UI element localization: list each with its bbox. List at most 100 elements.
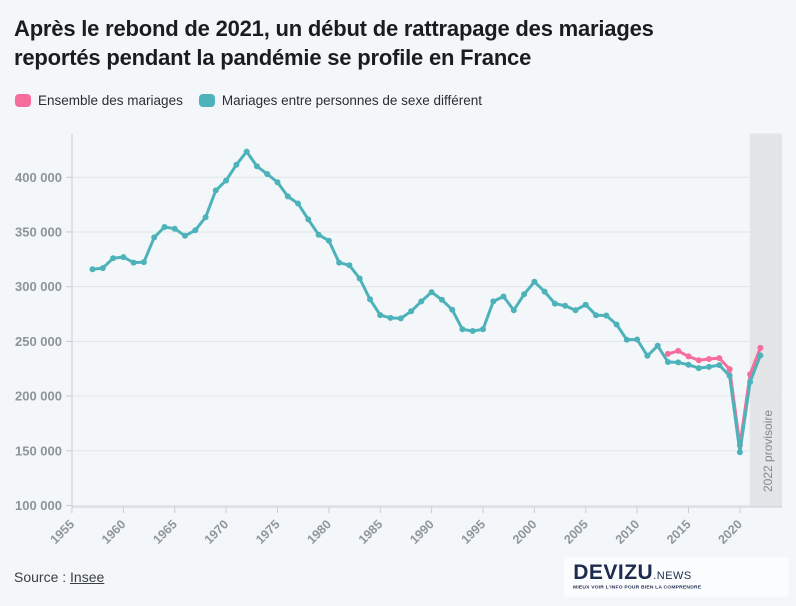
data-point	[325, 237, 332, 244]
data-point	[130, 259, 137, 266]
data-point	[685, 353, 692, 360]
data-point	[120, 254, 127, 261]
provisional-band	[749, 133, 782, 507]
data-point	[747, 378, 754, 385]
data-point	[418, 298, 425, 305]
data-point	[726, 372, 733, 379]
data-point	[613, 321, 620, 328]
data-point	[695, 357, 702, 364]
x-axis-tick-label: 1985	[356, 517, 386, 547]
y-axis-tick-label: 400 000	[15, 170, 62, 185]
data-point	[675, 359, 682, 366]
legend-label-ensemble: Ensemble des mariages	[38, 93, 183, 108]
data-point	[223, 177, 230, 184]
source-prefix: Source :	[14, 569, 71, 585]
data-point	[664, 359, 671, 365]
x-axis-tick-label: 1995	[459, 517, 489, 547]
x-axis-tick-label: 2000	[510, 517, 540, 547]
logo-tagline: MIEUX VOIR L'INFO POUR BIEN LA COMPRENDR…	[573, 584, 702, 590]
data-point	[695, 365, 702, 372]
source-link-insee[interactable]: Insee	[70, 569, 105, 585]
data-point	[428, 289, 435, 296]
data-point	[480, 326, 486, 333]
title-line-2: reportés pendant la pandémie se profile …	[14, 45, 532, 71]
data-point	[716, 355, 723, 362]
legend-swatch-teal-icon	[198, 94, 215, 107]
data-point	[367, 296, 373, 303]
data-point	[99, 265, 106, 272]
data-point	[634, 336, 641, 343]
data-point	[572, 307, 579, 314]
x-axis-tick-label: 1960	[99, 517, 129, 547]
chart-legend: Ensemble des mariages Mariages entre per…	[15, 93, 482, 108]
y-axis-tick-label: 150 000	[15, 443, 62, 458]
x-axis-tick-label: 2015	[664, 517, 694, 547]
data-point	[387, 314, 394, 321]
data-point	[377, 312, 384, 319]
devizu-logo[interactable]: DEVIZU .NEWS MIEUX VOIR L'INFO POUR BIEN…	[564, 557, 789, 597]
data-point	[89, 266, 96, 273]
data-point	[356, 275, 363, 282]
data-point	[243, 148, 250, 155]
y-axis-tick-label: 100 000	[15, 498, 62, 513]
data-point	[305, 216, 312, 223]
data-point	[336, 259, 343, 266]
data-point	[706, 356, 712, 362]
data-point	[192, 227, 199, 234]
x-axis-tick-label: 2005	[561, 517, 591, 547]
data-point	[654, 342, 661, 349]
data-point	[603, 312, 610, 319]
page-title: Après le rebond de 2021, un début de rat…	[14, 14, 784, 72]
data-point	[500, 293, 507, 300]
data-point	[675, 347, 682, 354]
data-point	[212, 187, 219, 194]
y-axis-tick-label: 350 000	[15, 224, 62, 239]
source-note: Source : Insee	[14, 569, 104, 585]
x-axis-tick-label: 1970	[202, 517, 232, 547]
y-axis-tick-label: 300 000	[15, 279, 62, 294]
data-point	[140, 259, 147, 266]
data-point	[531, 278, 538, 285]
data-point	[284, 193, 291, 200]
data-point	[151, 234, 158, 241]
data-point	[593, 312, 599, 319]
data-point	[469, 328, 476, 334]
data-point	[706, 363, 712, 370]
gridlines	[72, 176, 782, 506]
chart-line	[91, 150, 762, 454]
x-axis-tick-label: 1980	[304, 517, 334, 547]
data-point	[757, 352, 764, 359]
data-point	[408, 308, 415, 315]
data-point	[449, 306, 456, 313]
data-point	[264, 171, 271, 177]
data-point	[562, 302, 569, 309]
data-point	[685, 361, 692, 368]
data-point	[541, 288, 548, 295]
data-point	[315, 231, 322, 238]
title-line-1: Après le rebond de 2021, un début de rat…	[14, 16, 654, 41]
x-axis-tick-label: 1955	[48, 517, 78, 547]
data-point	[726, 366, 733, 373]
legend-label-sexe-different: Mariages entre personnes de sexe différe…	[221, 93, 482, 108]
data-point	[397, 315, 404, 322]
data-point	[438, 296, 445, 303]
data-point	[253, 163, 260, 170]
data-point	[664, 350, 671, 357]
axes: 100 000 150 000 200 000 250 000 300 000 350 0…	[15, 133, 782, 547]
data-point	[623, 336, 630, 343]
x-axis-tick-label: 1965	[150, 517, 180, 547]
data-point	[757, 344, 764, 351]
logo-suffix: .NEWS	[653, 570, 692, 582]
provisional-band-label: 2022 provisoire	[761, 410, 775, 492]
data-point	[274, 179, 281, 186]
data-point	[182, 232, 188, 239]
x-axis-tick-label: 1975	[253, 517, 283, 547]
data-point	[644, 352, 651, 359]
legend-swatch-pink-icon	[15, 94, 31, 107]
data-point	[736, 449, 743, 456]
data-point	[161, 224, 168, 230]
y-axis-tick-label: 200 000	[15, 389, 62, 404]
